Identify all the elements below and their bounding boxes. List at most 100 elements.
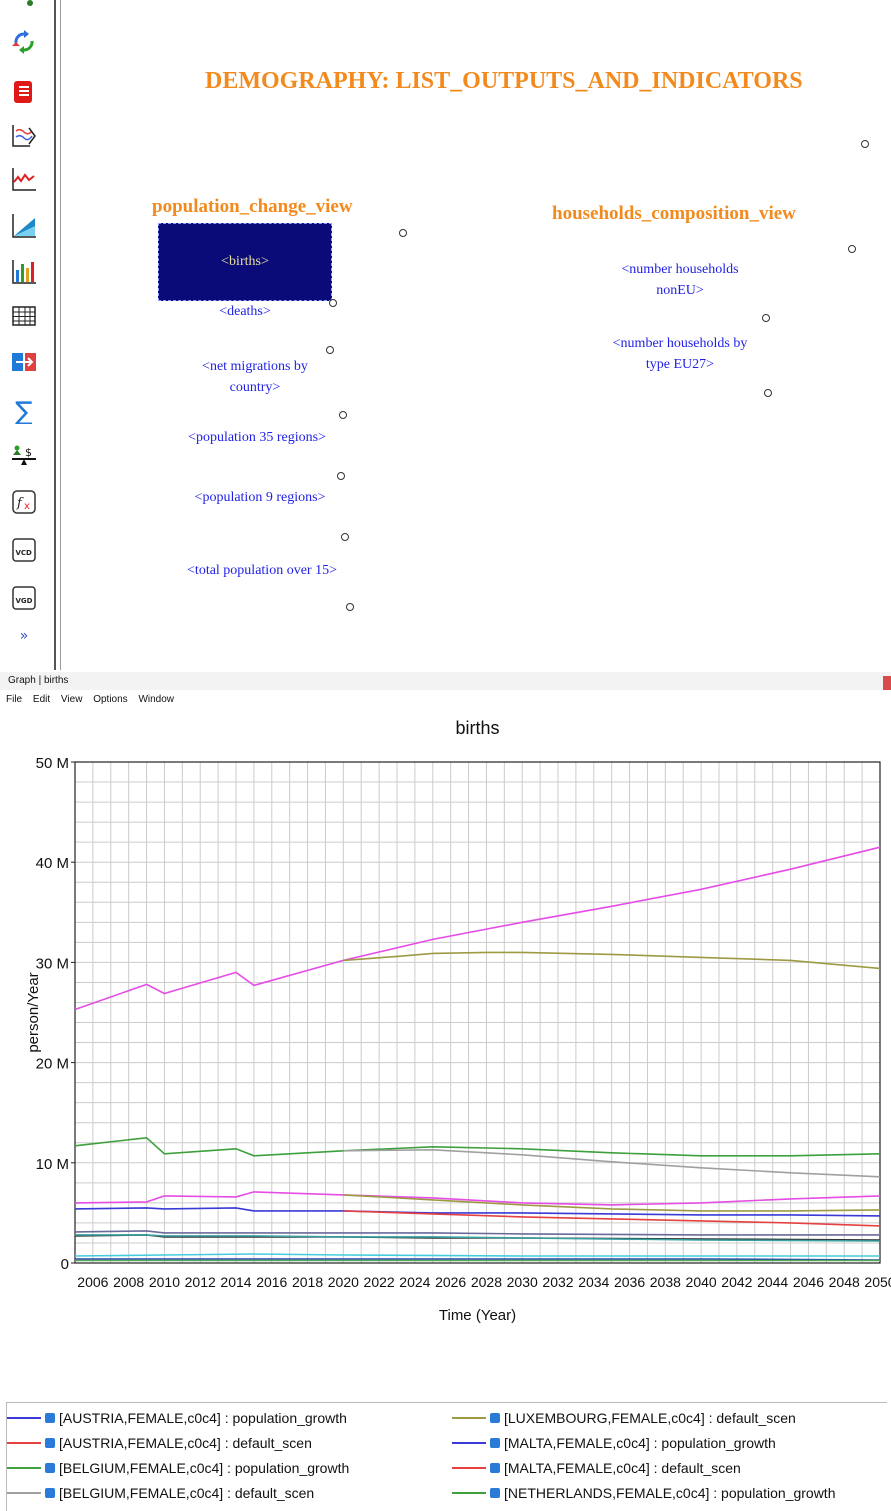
legend-item[interactable]: [NETHERLANDS,FEMALE,c0c4] : default_scen — [452, 1507, 800, 1511]
legend-item[interactable]: [BELGIUM,FEMALE,c0c4] : population_growt… — [7, 1457, 349, 1479]
node-circle[interactable] — [326, 346, 334, 354]
legend-line-swatch — [452, 1417, 486, 1419]
x-tick-label: 2020 — [328, 1274, 359, 1290]
compare-icon[interactable] — [10, 348, 38, 376]
series-line-10 — [75, 1234, 881, 1242]
legend-item[interactable]: [MALTA,FEMALE,c0c4] : default_scen — [452, 1457, 741, 1479]
legend-label: [LUXEMBOURG,FEMALE,c0c4] : default_scen — [504, 1410, 796, 1426]
series-line-0 — [74, 846, 881, 1011]
menu-file[interactable]: File — [6, 694, 23, 705]
population-view-title: population_change_view — [152, 196, 353, 217]
legend-label: [AUSTRIA,FEMALE,c0c4] : default_scen — [59, 1435, 312, 1451]
area-chart-icon[interactable] — [10, 212, 38, 240]
x-tick-label: 2032 — [542, 1274, 573, 1290]
legend-item[interactable]: [AUSTRIA,FEMALE,c0c4] : default_scen — [7, 1432, 312, 1454]
y-tick-label: 10 M — [36, 1156, 69, 1173]
node-circle[interactable] — [399, 229, 407, 237]
node-circle[interactable] — [861, 140, 869, 148]
legend-checkbox-icon[interactable] — [45, 1413, 55, 1423]
legend-item[interactable]: [LUXEMBOURG,FEMALE,c0c4] : default_scen — [452, 1407, 796, 1429]
node-circle[interactable] — [848, 245, 856, 253]
series-line-1 — [343, 951, 881, 970]
legend-checkbox-icon[interactable] — [490, 1413, 500, 1423]
legend-checkbox-icon[interactable] — [45, 1488, 55, 1498]
legend-item[interactable]: [AUSTRIA,FEMALE,c0c4] : population_growt… — [7, 1407, 347, 1429]
status-dot-icon — [10, 0, 38, 10]
x-tick-label: 2038 — [650, 1274, 681, 1290]
y-tick-label: 50 M — [36, 755, 69, 772]
legend-checkbox-icon[interactable] — [45, 1463, 55, 1473]
x-tick-label: 2030 — [507, 1274, 538, 1290]
vgd-icon[interactable]: VGD — [10, 584, 38, 612]
vcd-icon[interactable]: VCD — [10, 536, 38, 564]
x-tick-label: 2034 — [578, 1274, 609, 1290]
x-tick-label: 2022 — [364, 1274, 395, 1290]
more-tools-icon[interactable]: » — [19, 628, 29, 644]
chart-legend: [AUSTRIA,FEMALE,c0c4] : population_growt… — [6, 1402, 887, 1511]
svg-text:∑: ∑ — [15, 397, 33, 424]
x-tick-label: 2014 — [220, 1274, 251, 1290]
svg-text:f: f — [16, 496, 24, 511]
node-circle[interactable] — [346, 603, 354, 611]
legend-checkbox-icon[interactable] — [490, 1438, 500, 1448]
legend-item[interactable]: [NETHERLANDS,FEMALE,c0c4] : population_g… — [452, 1482, 835, 1504]
births-variable-selected[interactable]: <births> — [158, 223, 332, 301]
legend-label: [NETHERLANDS,FEMALE,c0c4] : population_g… — [504, 1485, 836, 1501]
menu-window[interactable]: Window — [138, 694, 175, 705]
legend-line-swatch — [7, 1417, 41, 1419]
balance-icon[interactable]: $ — [10, 440, 38, 468]
x-tick-label: 2046 — [793, 1274, 824, 1290]
close-icon[interactable] — [883, 676, 891, 690]
node-circle[interactable] — [337, 472, 345, 480]
series-line-8 — [74, 1230, 880, 1236]
toolbar-divider — [54, 0, 56, 670]
refresh-icon[interactable] — [10, 28, 38, 56]
svg-text:x: x — [24, 501, 30, 512]
deaths-variable[interactable]: <deaths> — [219, 304, 271, 319]
households-nonEU-variable[interactable]: <number households nonEU> — [621, 262, 739, 298]
legend-checkbox-icon[interactable] — [490, 1463, 500, 1473]
births-chart: births 0 10 M 20 M 30 M 40 M 50 M 2006 2008 2010 2… — [25, 718, 891, 1324]
legend-item[interactable]: [BULGARIA,FEMALE,c0c4] : population_grow… — [7, 1507, 357, 1511]
households-type-EU27-variable[interactable]: <number households by type EU27> — [612, 336, 748, 372]
x-tick-label: 2050 — [864, 1274, 891, 1290]
x-tick-label: 2008 — [113, 1274, 144, 1290]
series-line-2 — [74, 1136, 881, 1157]
legend-item[interactable]: [BELGIUM,FEMALE,c0c4] : default_scen — [7, 1482, 314, 1504]
x-tick-label: 2040 — [686, 1274, 717, 1290]
births-label: <births> — [221, 254, 269, 269]
population-9-regions-variable[interactable]: <population 9 regions> — [194, 490, 326, 505]
legend-checkbox-icon[interactable] — [490, 1488, 500, 1498]
legend-label: [MALTA,FEMALE,c0c4] : population_growth — [504, 1435, 776, 1451]
y-tick-label: 20 M — [36, 1056, 69, 1073]
node-circle[interactable] — [339, 411, 347, 419]
node-circle[interactable] — [762, 314, 770, 322]
menu-view[interactable]: View — [60, 694, 83, 705]
x-tick-label: 2012 — [185, 1274, 216, 1290]
node-circle[interactable] — [329, 299, 337, 307]
x-tick-label: 2016 — [256, 1274, 287, 1290]
node-circle[interactable] — [764, 389, 772, 397]
series-line-12 — [75, 1258, 881, 1261]
sum-icon[interactable]: ∑ — [10, 396, 38, 424]
vgd-label: VGD — [16, 597, 33, 605]
total-population-over-15-variable[interactable]: <total population over 15> — [187, 563, 337, 578]
graph-icon[interactable] — [10, 166, 38, 194]
population-35-regions-variable[interactable]: <population 35 regions> — [188, 430, 326, 445]
legend-label: [BELGIUM,FEMALE,c0c4] : default_scen — [59, 1485, 315, 1501]
y-tick-label: 30 M — [36, 955, 69, 972]
legend-line-swatch — [7, 1467, 41, 1469]
legend-item[interactable]: [MALTA,FEMALE,c0c4] : population_growth — [452, 1432, 776, 1454]
bar-chart-icon[interactable] — [10, 258, 38, 286]
x-tick-label: 2048 — [829, 1274, 860, 1290]
menu-options[interactable]: Options — [93, 694, 128, 705]
document-icon[interactable] — [10, 78, 38, 106]
node-circle[interactable] — [341, 533, 349, 541]
menu-edit[interactable]: Edit — [32, 694, 51, 705]
causes-tree-icon[interactable] — [10, 122, 38, 150]
net-migrations-variable[interactable]: <net migrations by country> — [202, 359, 308, 395]
toolbar-divider-inner — [60, 0, 61, 670]
table-icon[interactable] — [10, 302, 38, 330]
legend-checkbox-icon[interactable] — [45, 1438, 55, 1448]
